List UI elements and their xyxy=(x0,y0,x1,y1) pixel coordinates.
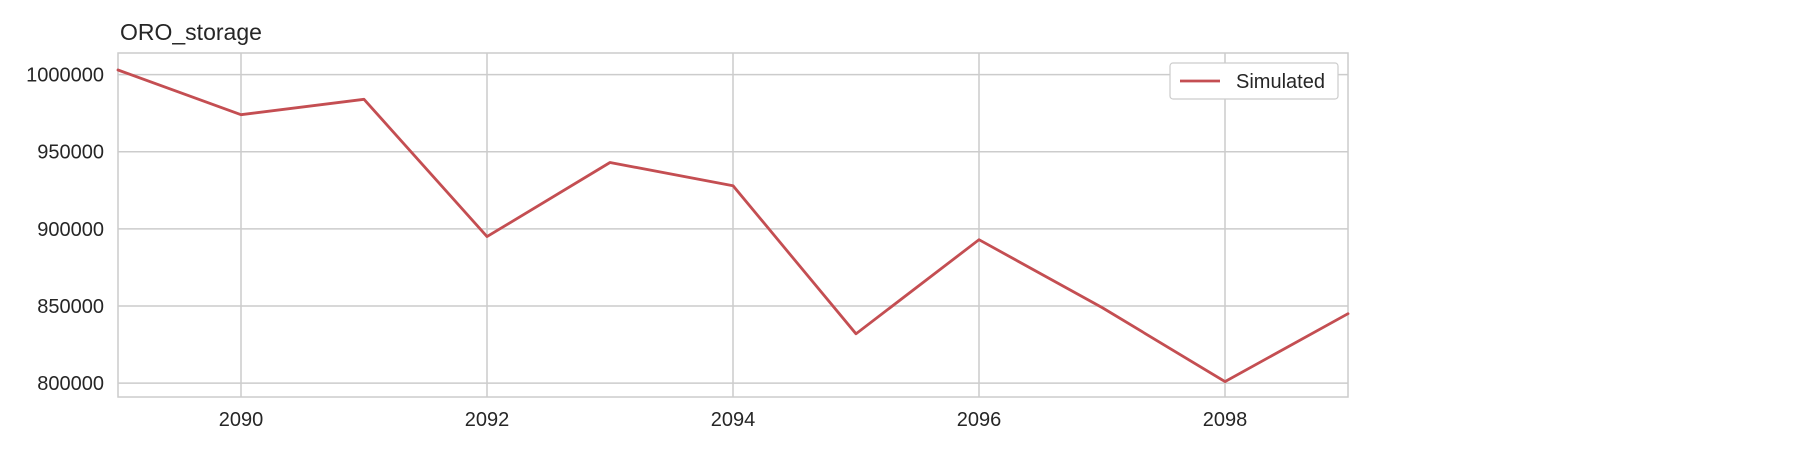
y-tick-label: 800000 xyxy=(37,373,104,395)
grid-lines xyxy=(118,53,1348,397)
x-tick-label: 2092 xyxy=(465,409,510,431)
chart-title: ORO_storage xyxy=(120,19,262,45)
legend[interactable]: Simulated xyxy=(1169,62,1339,100)
x-tick-label: 2094 xyxy=(711,409,756,431)
plot-area xyxy=(117,52,1349,398)
x-tick-label: 2090 xyxy=(219,409,264,431)
legend-box xyxy=(1169,62,1339,100)
y-tick-label: 900000 xyxy=(37,219,104,241)
y-tick-label: 1000000 xyxy=(26,65,104,87)
y-tick-label: 950000 xyxy=(37,142,104,164)
y-axis: 800000 850000 900000 950000 1000000 xyxy=(26,65,104,396)
y-tick-label: 850000 xyxy=(37,296,104,318)
x-axis: 2090 2092 2094 2096 2098 xyxy=(219,409,1248,431)
x-tick-label: 2096 xyxy=(957,409,1002,431)
series-line-simulated xyxy=(116,68,1350,384)
legend-label-simulated: Simulated xyxy=(1236,71,1325,93)
series-layer xyxy=(116,68,1350,384)
x-tick-label: 2098 xyxy=(1203,409,1248,431)
